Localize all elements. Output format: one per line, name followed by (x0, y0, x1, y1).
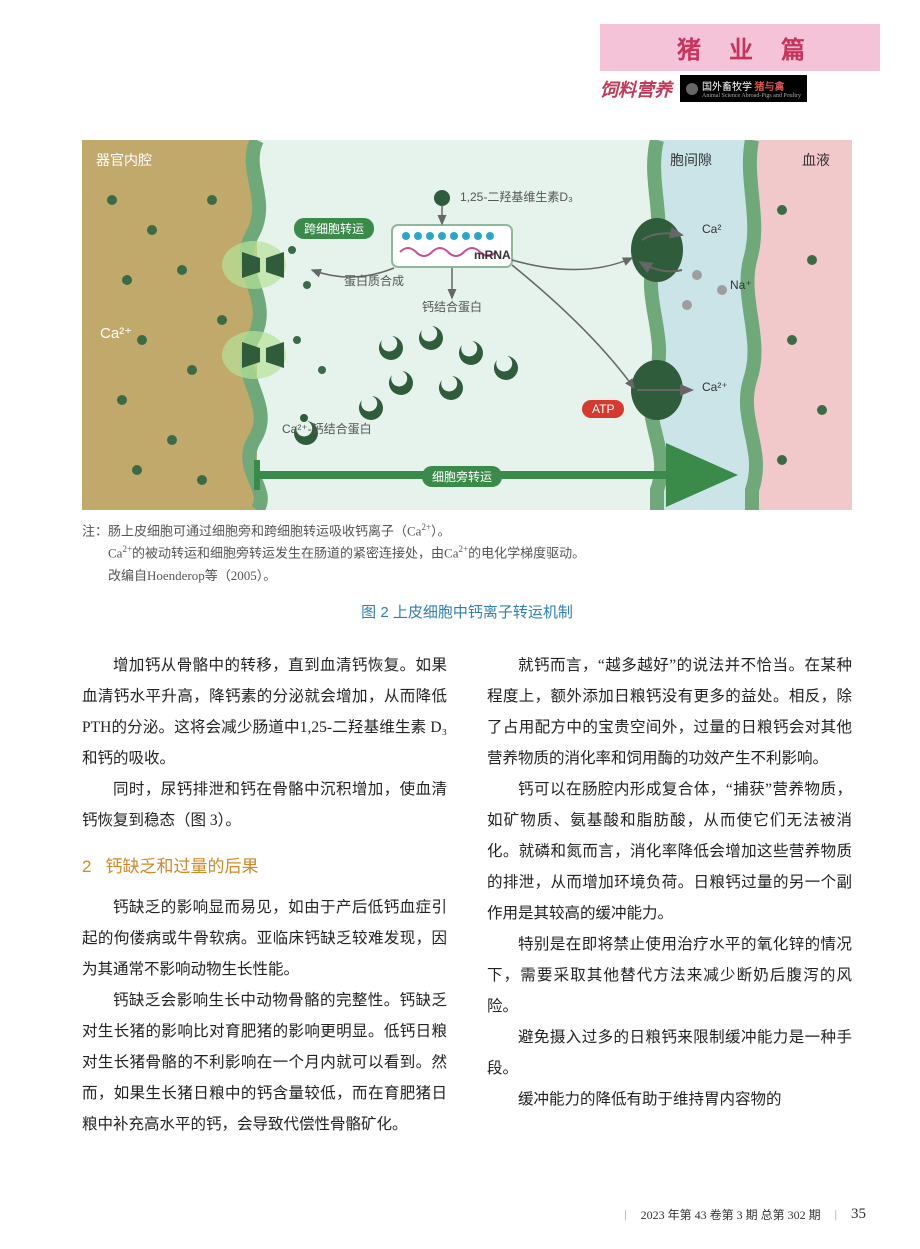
note-sup3: 2+ (458, 544, 468, 554)
footer-sep-r: | (835, 1207, 837, 1222)
col1-p4: 钙缺乏会影响生长中动物骨骼的完整性。钙缺乏对生长猪的影响比对育肥猪的影响更明显。… (82, 985, 447, 1140)
figure-2: 器官内腔 胞间隙 血液 1,25-二羟基维生素D₃ 跨细胞转运 mRNA 蛋白质… (82, 140, 852, 622)
page-footer: | 2023 年第 43 卷第 3 期 总第 302 期 | 35 (624, 1206, 866, 1223)
figure-2-caption: 图 2 上皮细胞中钙离子转运机制 (82, 601, 852, 622)
col2-p4: 避免摄入过多的日粮钙来限制缓冲能力是一种手段。 (487, 1022, 852, 1084)
page-header: 猪业篇 饲料营养 国外畜牧学 猪与禽 Animal Science Abroad… (600, 24, 880, 102)
exchanger-na (631, 218, 683, 282)
body-columns: 增加钙从骨骼中的转移，直到血清钙恢复。如果血清钙水平升高，降钙素的分泌就会增加，… (82, 650, 852, 1140)
badge-paracell: 细胞旁转运 (422, 466, 502, 487)
footer-page-number: 35 (851, 1206, 866, 1223)
note-line1b: ）。 (431, 523, 451, 538)
badge-atp: ATP (582, 400, 624, 418)
section-2-title: 钙缺乏和过量的后果 (105, 857, 258, 876)
figure-2-canvas: 器官内腔 胞间隙 血液 1,25-二羟基维生素D₃ 跨细胞转运 mRNA 蛋白质… (82, 140, 852, 510)
membrane-blood (747, 140, 756, 510)
label-blood: 血液 (802, 150, 830, 170)
region-cell (257, 140, 657, 510)
note-line2b: 的被动转运和细胞旁转运发生在肠道的紧密连接处，由Ca (132, 546, 458, 561)
col2-p3: 特别是在即将禁止使用治疗水平的氧化锌的情况下，需要采取其他替代方法来减少断奶后腹… (487, 929, 852, 1022)
section-2-heading: 2 钙缺乏和过量的后果 (82, 850, 447, 884)
note-line2a: Ca (108, 546, 122, 561)
label-gap: 胞间隙 (670, 150, 712, 170)
label-ca2plus: Ca²⁺ (702, 380, 728, 394)
header-category: 饲料营养 (600, 76, 672, 102)
header-banner: 猪业篇 (600, 24, 880, 71)
brand-1: 国外畜牧学 (702, 82, 752, 93)
column-left: 增加钙从骨骼中的转移，直到血清钙恢复。如果血清钙水平升高，降钙素的分泌就会增加，… (82, 650, 447, 1140)
footer-issue: 2023 年第 43 卷第 3 期 总第 302 期 (641, 1206, 821, 1223)
label-calbindin: 钙结合蛋白 (422, 298, 482, 315)
col2-p1: 就钙而言，“越多越好”的说法并不恰当。在某种程度上，额外添加日粮钙没有更多的益处… (487, 650, 852, 774)
note-sup1: 2+ (421, 522, 431, 532)
col2-p5: 缓冲能力的降低有助于维持胃内容物的 (487, 1084, 852, 1115)
note-line1a: 注：肠上皮细胞可通过细胞旁和跨细胞转运吸收钙离子（Ca (82, 523, 421, 538)
region-gap (657, 140, 752, 510)
section-2-num: 2 (82, 857, 91, 876)
col1-p2: 同时，尿钙排泄和钙在骨骼中沉积增加，使血清钙恢复到稳态（图 3）。 (82, 774, 447, 836)
label-ca-calbindin: Ca²⁺-钙结合蛋白 (282, 420, 372, 437)
col2-p2: 钙可以在肠腔内形成复合体，“捕获”营养物质，如矿物质、氨基酸和脂肪酸，从而使它们… (487, 774, 852, 929)
note-sup2: 2+ (122, 544, 132, 554)
column-right: 就钙而言，“越多越好”的说法并不恰当。在某种程度上，额外添加日粮钙没有更多的益处… (487, 650, 852, 1140)
logo-dot-icon (686, 83, 698, 95)
label-ca2: Ca² (702, 222, 721, 236)
figure-2-note: 注：肠上皮细胞可通过细胞旁和跨细胞转运吸收钙离子（Ca2+）。 Ca2+的被动转… (82, 520, 852, 587)
footer-sep-l: | (624, 1207, 626, 1222)
label-protein-synth: 蛋白质合成 (344, 272, 404, 289)
label-vitd: 1,25-二羟基维生素D₃ (460, 188, 573, 205)
label-lumen: 器官内腔 (96, 150, 152, 170)
col1-p3: 钙缺乏的影响显而易见，如由于产后低钙血症引起的佝偻病或牛骨软病。亚临床钙缺乏较难… (82, 892, 447, 985)
brand-2: 猪与禽 (755, 82, 785, 93)
col1-p1: 增加钙从骨骼中的转移，直到血清钙恢复。如果血清钙水平升高，降钙素的分泌就会增加，… (82, 650, 447, 774)
vitd-dot (434, 190, 450, 206)
badge-transcell: 跨细胞转运 (294, 218, 374, 239)
label-mrna: mRNA (474, 248, 511, 262)
header-brand-badge: 国外畜牧学 猪与禽 Animal Science Abroad-Pigs and… (680, 75, 807, 102)
label-ca-left: Ca²⁺ (100, 324, 132, 342)
note-line3: 改编自Hoenderop等（2005）。 (108, 568, 276, 583)
label-na: Na⁺ (730, 278, 752, 292)
header-subrow: 饲料营养 国外畜牧学 猪与禽 Animal Science Abroad-Pig… (600, 75, 880, 102)
brand-subline: Animal Science Abroad-Pigs and Poultry (702, 93, 801, 99)
region-blood (752, 140, 852, 510)
note-line2c: 的电化学梯度驱动。 (468, 546, 585, 561)
